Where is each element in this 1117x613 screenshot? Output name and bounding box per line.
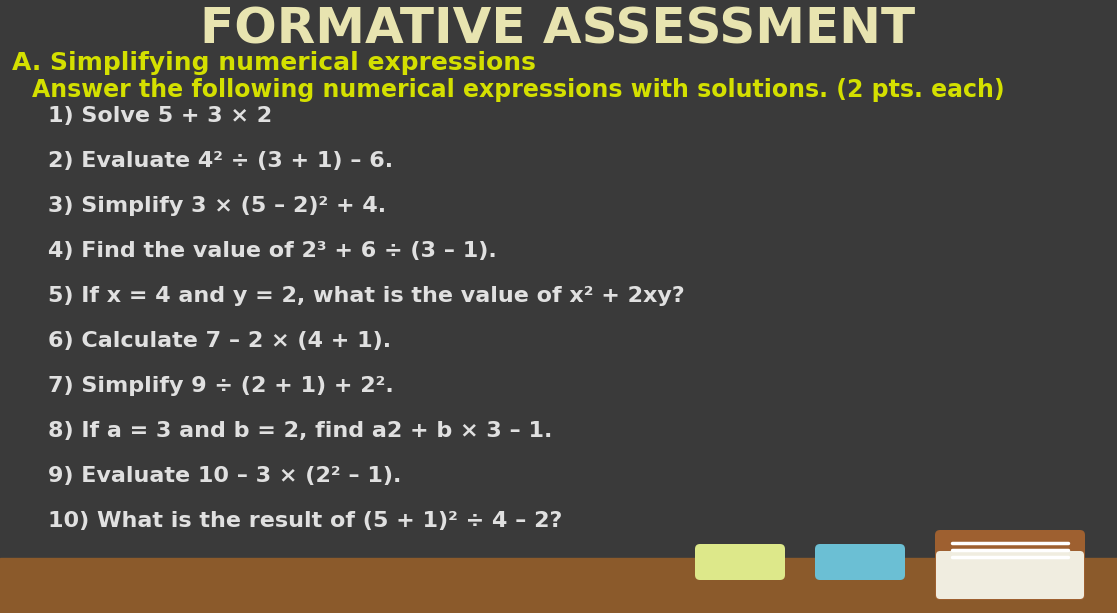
Text: Answer the following numerical expressions with solutions. (2 pts. each): Answer the following numerical expressio… xyxy=(32,78,1004,102)
Bar xyxy=(0,558,1117,613)
FancyBboxPatch shape xyxy=(935,530,1085,600)
Text: 9) Evaluate 10 – 3 × (2² – 1).: 9) Evaluate 10 – 3 × (2² – 1). xyxy=(48,466,401,486)
Text: 2) Evaluate 4² ÷ (3 + 1) – 6.: 2) Evaluate 4² ÷ (3 + 1) – 6. xyxy=(48,151,393,171)
FancyBboxPatch shape xyxy=(936,551,1083,599)
Text: FORMATIVE ASSESSMENT: FORMATIVE ASSESSMENT xyxy=(200,5,916,53)
Text: 3) Simplify 3 × (5 – 2)² + 4.: 3) Simplify 3 × (5 – 2)² + 4. xyxy=(48,196,386,216)
Text: 5) If x = 4 and y = 2, what is the value of x² + 2xy?: 5) If x = 4 and y = 2, what is the value… xyxy=(48,286,685,306)
Text: A. Simplifying numerical expressions: A. Simplifying numerical expressions xyxy=(12,51,536,75)
Text: 8) If a = 3 and b = 2, find a2 + b × 3 – 1.: 8) If a = 3 and b = 2, find a2 + b × 3 –… xyxy=(48,421,553,441)
Text: 10) What is the result of (5 + 1)² ÷ 4 – 2?: 10) What is the result of (5 + 1)² ÷ 4 –… xyxy=(48,511,562,531)
FancyBboxPatch shape xyxy=(815,544,905,580)
Text: 7) Simplify 9 ÷ (2 + 1) + 2².: 7) Simplify 9 ÷ (2 + 1) + 2². xyxy=(48,376,394,396)
Text: 4) Find the value of 2³ + 6 ÷ (3 – 1).: 4) Find the value of 2³ + 6 ÷ (3 – 1). xyxy=(48,241,497,261)
Text: 1) Solve 5 + 3 × 2: 1) Solve 5 + 3 × 2 xyxy=(48,106,273,126)
FancyBboxPatch shape xyxy=(695,544,785,580)
Text: 6) Calculate 7 – 2 × (4 + 1).: 6) Calculate 7 – 2 × (4 + 1). xyxy=(48,331,391,351)
